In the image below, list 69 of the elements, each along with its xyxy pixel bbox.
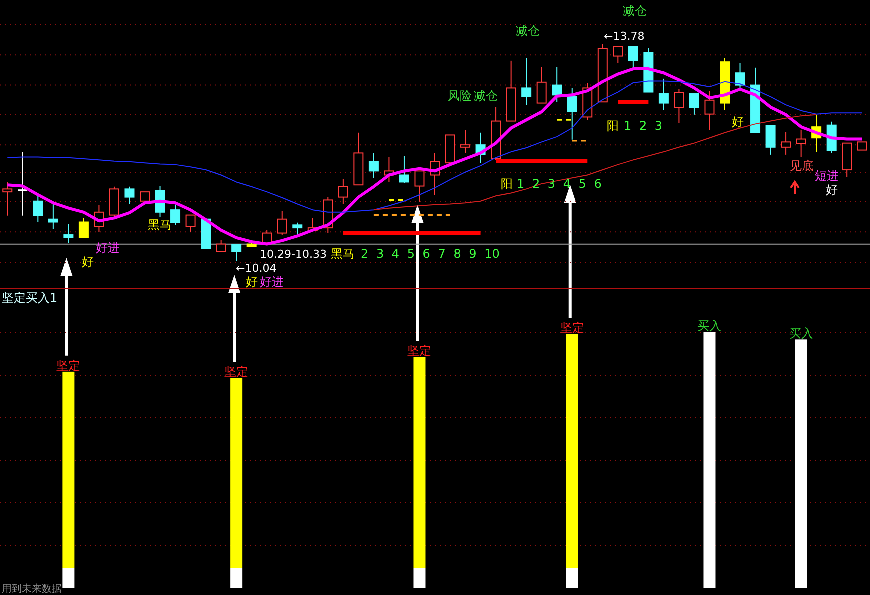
candlestick <box>18 152 28 216</box>
chart-title: 坚定买入1 <box>2 291 58 305</box>
annotation: 1 2 3 <box>624 119 663 133</box>
annotation: ←10.04 <box>236 262 277 275</box>
bar <box>414 568 426 588</box>
candlestick <box>460 129 471 154</box>
bar <box>704 332 716 588</box>
candlestick <box>536 66 547 104</box>
candlestick <box>399 156 410 184</box>
annotation: 黑马 <box>331 247 355 261</box>
bar <box>230 568 243 588</box>
candlestick <box>292 222 303 237</box>
candlestick <box>552 66 562 103</box>
candlestick <box>796 129 806 158</box>
annotation: 减仓 <box>516 24 540 38</box>
candlestick <box>766 125 776 156</box>
annotation: 坚定 <box>408 344 432 358</box>
annotation: 好 <box>246 275 258 289</box>
candlestick <box>674 88 684 124</box>
annotation: 好 <box>82 255 94 269</box>
bar <box>566 568 578 588</box>
annotation: 好进 <box>260 275 284 289</box>
annotation: 好 <box>732 115 744 129</box>
annotation: 减仓 <box>474 89 498 103</box>
annotation: 减仓 <box>623 4 647 18</box>
candlestick <box>658 78 669 111</box>
candlestick <box>2 182 13 216</box>
candlestick <box>613 46 624 64</box>
candlestick <box>338 178 348 205</box>
annotation: 阳 <box>501 177 513 191</box>
annotation: 2 3 4 5 6 7 8 9 10 <box>361 247 500 261</box>
annotation: 坚定 <box>56 358 81 373</box>
candlestick <box>170 204 181 226</box>
annotation: ←13.78 <box>604 30 645 43</box>
candlestick <box>689 94 700 116</box>
bar <box>230 378 243 568</box>
candlestick <box>186 214 196 233</box>
candlestick <box>64 224 74 244</box>
candlestick <box>368 152 379 179</box>
annotation: 好进 <box>96 241 120 255</box>
candlestick <box>567 88 578 140</box>
candlestick <box>124 186 135 205</box>
candlestick <box>414 170 425 202</box>
candlestick <box>33 194 44 223</box>
candlestick <box>522 58 532 106</box>
candlestick <box>140 192 150 202</box>
annotation: 阳 <box>607 119 619 133</box>
bar <box>414 357 426 568</box>
candlestick <box>704 90 715 130</box>
bar <box>62 568 75 588</box>
candlestick <box>232 244 242 262</box>
candlestick <box>78 218 89 238</box>
annotation: 用到未来数据 <box>2 583 62 595</box>
annotation: 坚定 <box>560 321 584 336</box>
annotation: 好 <box>826 183 838 197</box>
candlestick <box>277 210 288 236</box>
annotation: 坚定 <box>224 365 249 380</box>
annotation: 见底 <box>790 159 814 173</box>
annotation: 买入 <box>789 326 814 341</box>
annotation: 黑马 <box>148 218 172 232</box>
annotation: 短进 <box>815 169 839 183</box>
annotation: 10.29-10.33 <box>260 248 327 261</box>
annotation: 买入 <box>698 319 722 333</box>
bar <box>795 340 808 588</box>
candlestick <box>781 132 792 156</box>
candlestick <box>216 240 226 252</box>
bar <box>566 334 578 568</box>
annotation: 风险 <box>448 89 472 103</box>
bar <box>62 372 75 568</box>
